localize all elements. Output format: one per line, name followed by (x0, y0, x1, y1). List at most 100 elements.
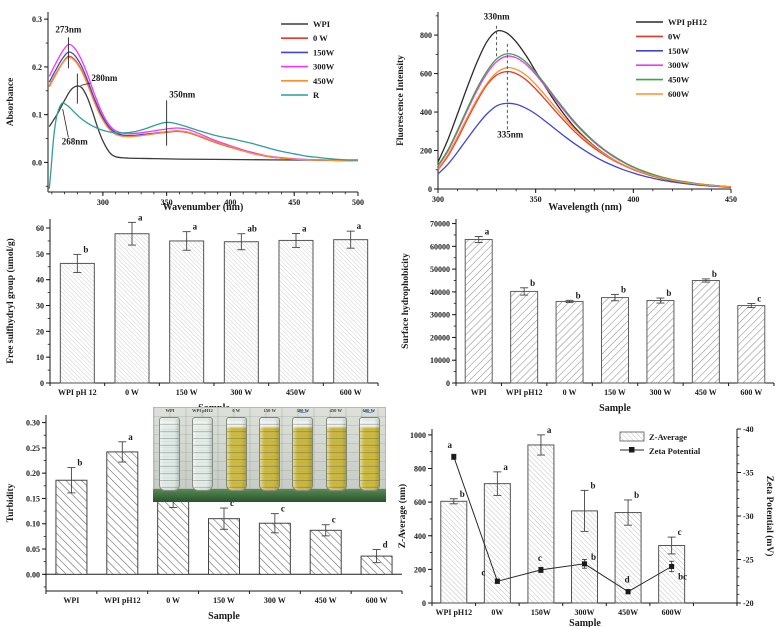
svg-text:10000: 10000 (430, 356, 450, 365)
svg-text:400: 400 (627, 195, 639, 204)
significance-letter: c (230, 498, 234, 508)
svg-text:-40: -40 (743, 425, 754, 434)
bar-wpi-ph12 (440, 500, 468, 604)
annotation-label: 335nm (497, 129, 524, 139)
sample-tube (225, 417, 247, 491)
zeta-letter: d (625, 575, 630, 585)
x-tick-label: 300 W (264, 596, 286, 605)
sample-tube-slot: 0 W (220, 407, 253, 502)
significance-letter: a (357, 221, 362, 231)
tube-graduations (359, 418, 379, 490)
free-sulfhydryl-chart: 0 10 20 30 40 50 60 Free sulfhydryl group (umol… (5, 212, 379, 414)
significance-letter: c (332, 515, 336, 525)
error-bar (372, 549, 381, 564)
bar-150-w (601, 297, 629, 384)
significance-letter: a (302, 223, 307, 233)
tube-label: WPI pH12 (192, 409, 214, 414)
x-tick-label: 0 W (125, 388, 139, 397)
bar-0-w (157, 497, 190, 575)
svg-text:40: 40 (36, 276, 44, 285)
svg-text:50: 50 (36, 250, 44, 259)
significance-letter: b (77, 458, 82, 468)
svg-text:0.10: 0.10 (26, 520, 40, 529)
axes (46, 219, 378, 384)
bar-450-w (309, 529, 342, 575)
significance-letter: a (138, 212, 143, 222)
series-150w (437, 102, 732, 188)
legend-label: R (313, 90, 320, 100)
zeta-point (494, 578, 500, 584)
svg-text:600: 600 (414, 498, 426, 507)
significance-letter: c (757, 294, 761, 304)
significance-letter: a (547, 425, 552, 435)
tube-label: 300 W (296, 409, 309, 414)
annotation-arrow (62, 108, 69, 138)
zeta-point (451, 454, 457, 460)
legend-label: Z-Average (649, 432, 687, 442)
svg-text:Sample: Sample (208, 611, 240, 622)
svg-text:400: 400 (420, 108, 432, 117)
svg-text:0.0: 0.0 (32, 158, 42, 167)
tube-label: 0 W (232, 409, 241, 414)
error-bar (611, 293, 619, 302)
x-tick-label: 600 W (366, 596, 388, 605)
bar-0-w (114, 233, 150, 384)
svg-text:350: 350 (530, 195, 542, 204)
error-bar (270, 513, 279, 534)
svg-text:300: 300 (432, 195, 444, 204)
x-tick-label: 0W (491, 608, 503, 617)
error-bar (67, 467, 76, 494)
svg-text:0: 0 (446, 379, 450, 388)
svg-text:0.15: 0.15 (26, 494, 40, 503)
svg-text:Turbidity: Turbidity (6, 483, 16, 522)
svg-text:Z-Average (nm): Z-Average (nm) (397, 484, 408, 548)
sample-tube (258, 417, 280, 491)
svg-text:-35: -35 (743, 469, 754, 478)
turbidity-chart: 0.00 0.05 0.10 0.15 0.20 0.25 0.30 Turbidity Sam… (6, 415, 403, 622)
svg-text:450: 450 (288, 198, 300, 207)
bar-wpi (55, 479, 88, 575)
significance-letter: b (460, 489, 465, 499)
x-tick-label: WPI pH 12 (58, 388, 97, 397)
error-bar (701, 278, 710, 283)
svg-text:30000: 30000 (430, 311, 450, 320)
uv-absorbance-chart: 0.0 0.1 0.2 0.3 Absorbance Wavenumber (nm) 300… (6, 12, 364, 213)
bar-600-w (737, 305, 766, 384)
svg-text:200: 200 (420, 147, 432, 156)
legend-label: 600W (668, 89, 690, 99)
zeta-potential-line (453, 456, 672, 593)
svg-text:60000: 60000 (430, 242, 450, 251)
tube-graduations (226, 418, 246, 490)
error-bar (656, 297, 665, 304)
svg-text:Fluorescence Intensity: Fluorescence Intensity (396, 55, 406, 146)
tube-graduations (293, 418, 313, 490)
bar-450-w (691, 280, 720, 384)
sample-tube-slot: 300 W (286, 407, 319, 502)
x-tick-label: WPI (471, 388, 487, 397)
annotation-label: 350nm (169, 89, 196, 99)
svg-text:Free sulfhydryl group (umol/g): Free sulfhydryl group (umol/g) (5, 238, 16, 364)
svg-text:20: 20 (36, 327, 44, 336)
bar-wpi-ph12 (510, 290, 539, 384)
svg-text:400: 400 (414, 532, 426, 541)
svg-text:0.2: 0.2 (32, 63, 42, 72)
significance-letter: a (485, 227, 490, 237)
error-bar (474, 236, 483, 243)
legend-label: 450W (313, 76, 335, 86)
svg-text:500: 500 (352, 198, 364, 207)
annotation-label: 268nm (62, 136, 89, 146)
tube-label: 600 W (363, 409, 376, 414)
svg-text:600: 600 (420, 70, 432, 79)
bar-wpi-ph-12 (59, 262, 95, 384)
blue-ink-mark (296, 407, 309, 413)
error-bar (624, 499, 633, 526)
svg-text:0.25: 0.25 (26, 444, 40, 453)
svg-text:-25: -25 (743, 556, 754, 565)
sample-tube-slot: 150 W (253, 407, 286, 502)
legend-label: 150W (313, 47, 335, 57)
svg-text:60: 60 (36, 224, 44, 233)
significance-letter: b (634, 490, 639, 500)
bar-150w (527, 444, 555, 604)
error-bar (747, 303, 756, 309)
